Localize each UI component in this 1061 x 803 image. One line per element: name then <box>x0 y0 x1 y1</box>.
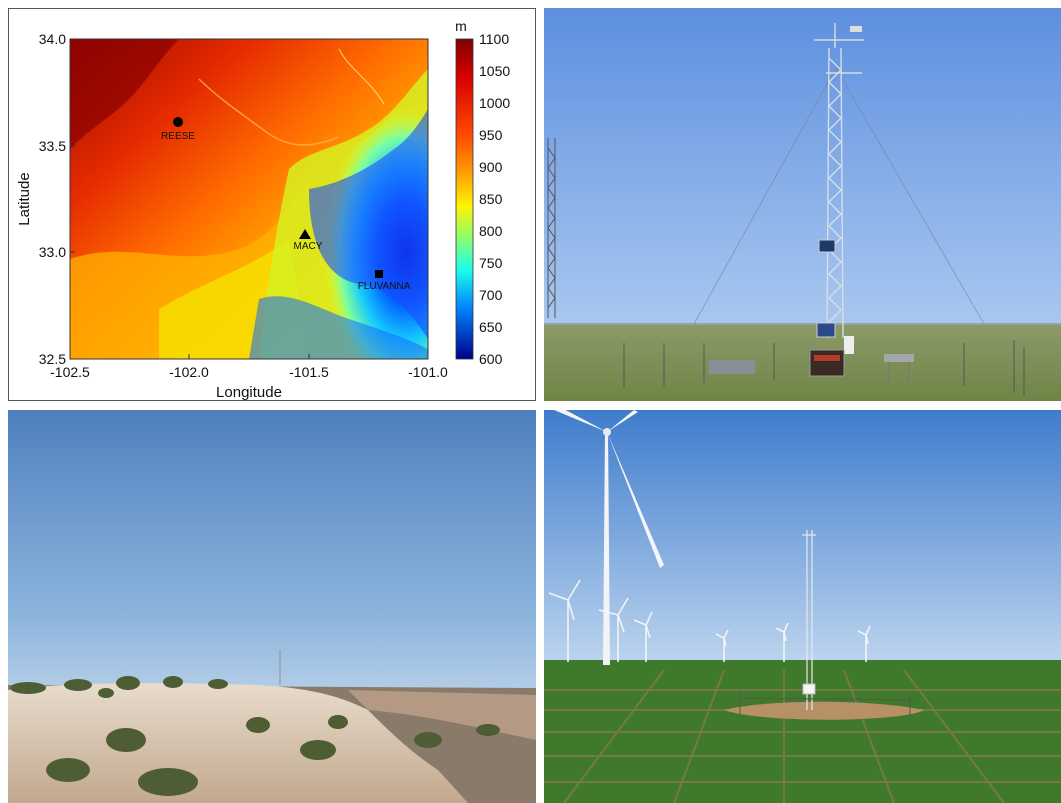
wind-turbines-distant <box>548 579 871 662</box>
y-axis-title: Latitude <box>16 172 33 225</box>
y-tick-label: 33.0 <box>39 244 66 260</box>
solar-panel-lower <box>816 322 836 338</box>
shrubs <box>10 676 500 796</box>
y-tick-label: 34.0 <box>39 31 66 47</box>
colorbar-tick: 1100 <box>479 31 509 47</box>
colorbar-tick: 950 <box>479 127 503 143</box>
terrain-heatmap <box>70 39 428 359</box>
solar-panel <box>818 239 836 253</box>
colorbar-tick: 750 <box>479 255 503 271</box>
elevation-map-panel: REESE MACY FLUVANNA 34.0 33.5 33.0 32.5 … <box>8 8 536 401</box>
colorbar-tick: 1000 <box>479 95 510 111</box>
macy-station-marker <box>299 229 311 239</box>
y-axis: 34.0 33.5 33.0 32.5 Latitude <box>16 31 75 367</box>
colorbar-tick: 850 <box>479 191 503 207</box>
x-tick-label: -102.5 <box>50 364 90 380</box>
colorbar: m 1100 1050 1000 950 900 850 800 750 700… <box>455 18 510 367</box>
wind-turbine-large <box>554 410 664 665</box>
colorbar-tick: 900 <box>479 159 503 175</box>
sky <box>8 410 536 700</box>
macy-station-label: MACY <box>294 241 323 252</box>
bare-soil-patch <box>724 701 924 720</box>
fence <box>739 692 911 716</box>
equipment-rack <box>709 360 755 374</box>
reese-station-marker <box>173 117 183 127</box>
colorbar-tick: 650 <box>479 319 503 335</box>
y-tick-label: 32.5 <box>39 351 66 367</box>
grassland <box>544 323 1061 401</box>
sky <box>544 410 1061 662</box>
colorbar-tick: 1050 <box>479 63 510 79</box>
meteorological-tower <box>802 530 816 710</box>
x-tick-label: -101.0 <box>408 364 448 380</box>
fluvanna-station-label: FLUVANNA <box>358 281 411 292</box>
y-tick-label: 33.5 <box>39 138 66 154</box>
meteorological-tower <box>814 23 864 339</box>
eroded-bluff <box>8 683 468 803</box>
reese-station-label: REESE <box>161 131 195 142</box>
canyon-photo <box>8 410 536 803</box>
x-axis: -102.5 -102.0 -101.5 -101.0 Longitude <box>50 354 448 401</box>
colorbar-unit: m <box>455 18 467 34</box>
colorbar-tick: 800 <box>479 223 503 239</box>
wind-vane <box>850 26 862 32</box>
wind-farm-photo <box>544 410 1061 803</box>
x-tick-label: -102.0 <box>169 364 209 380</box>
elevation-map-svg: REESE MACY FLUVANNA 34.0 33.5 33.0 32.5 … <box>16 18 510 401</box>
x-tick-label: -101.5 <box>289 364 329 380</box>
fluvanna-station-marker <box>375 270 383 278</box>
colorbar-tick: 700 <box>479 287 503 303</box>
tower-photo <box>544 8 1061 401</box>
background-tower <box>547 138 556 318</box>
rain-gauge-stand <box>884 354 914 362</box>
sky <box>544 8 1061 326</box>
colorbar-tick: 600 <box>479 351 503 367</box>
x-axis-title: Longitude <box>216 384 282 401</box>
fence <box>623 340 1025 396</box>
logger-box <box>844 336 854 354</box>
instrument-box <box>802 683 816 695</box>
site-sign <box>809 349 845 377</box>
